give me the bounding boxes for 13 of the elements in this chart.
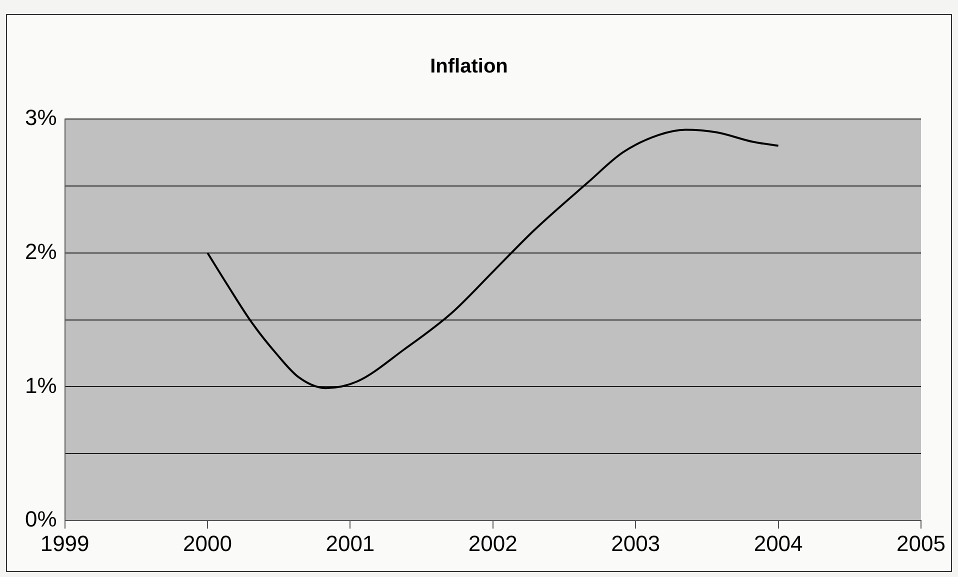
chart-title: Inflation — [430, 56, 508, 78]
x-tick-label: 2002 — [468, 530, 518, 556]
x-tick-label: 2000 — [183, 530, 232, 556]
y-tick-label: 0% — [25, 506, 57, 532]
x-tick-label: 1999 — [40, 530, 90, 556]
x-tick-label: 2004 — [754, 530, 803, 556]
y-tick-label: 2% — [25, 238, 57, 264]
y-tick-label: 3% — [25, 105, 57, 130]
x-tick-label: 2003 — [611, 530, 660, 556]
line-series — [206, 128, 780, 390]
x-tick-label: 2001 — [326, 530, 375, 556]
y-tick-label: 1% — [25, 372, 57, 398]
x-tick-label: 2005 — [896, 530, 946, 556]
